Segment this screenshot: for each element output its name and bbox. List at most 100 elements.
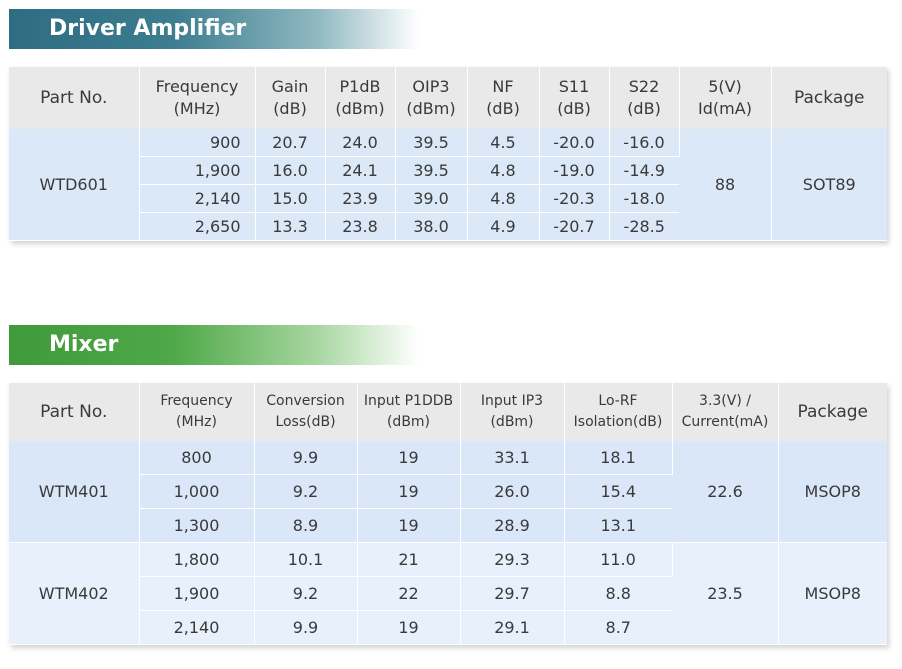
isolation-cell: 13.1 bbox=[564, 508, 672, 543]
frequency-cell: 900 bbox=[139, 129, 256, 157]
conversion-loss-cell: 10.1 bbox=[254, 542, 358, 577]
gain-cell: 15.0 bbox=[255, 184, 326, 213]
s22-cell: -18.0 bbox=[609, 184, 679, 213]
driver-amplifier-title: Driver Amplifier bbox=[9, 9, 419, 49]
frequency-cell: 1,800 bbox=[139, 542, 255, 577]
current-cell: 22.6 bbox=[672, 441, 779, 543]
input-ip3-cell: 33.1 bbox=[460, 441, 565, 475]
header-voltage-current: 3.3(V) / Current(mA) bbox=[672, 383, 779, 441]
mixer-table: Part No. Frequency (MHz) Conversion Loss(d… bbox=[9, 383, 887, 645]
input-p1ddb-cell: 22 bbox=[357, 576, 461, 611]
p1db-cell: 23.9 bbox=[325, 184, 396, 213]
s11-cell: -19.0 bbox=[539, 156, 610, 185]
table-row: WTM401 800 9.9 19 33.1 18.1 22.6 MSOP8 bbox=[9, 441, 887, 543]
isolation-cell: 8.8 bbox=[564, 576, 672, 611]
input-p1ddb-cell: 21 bbox=[357, 542, 461, 577]
input-ip3-cell: 29.7 bbox=[460, 576, 565, 611]
input-p1ddb-cell: 19 bbox=[357, 441, 461, 475]
gain-cell: 13.3 bbox=[255, 212, 326, 241]
conversion-loss-cell: 8.9 bbox=[254, 508, 358, 543]
header-lo-rf-isolation: Lo-RF Isolation(dB) bbox=[564, 383, 673, 441]
part-number-cell: WTD601 bbox=[9, 129, 140, 241]
header-gain: Gain (dB) bbox=[255, 67, 326, 129]
nf-cell: 4.8 bbox=[467, 156, 540, 185]
p1db-cell: 24.0 bbox=[325, 129, 396, 157]
current-cell: 23.5 bbox=[672, 542, 779, 645]
header-frequency: Frequency (MHz) bbox=[139, 383, 255, 441]
s11-cell: -20.3 bbox=[539, 184, 610, 213]
input-ip3-cell: 26.0 bbox=[460, 474, 565, 509]
isolation-cell: 15.4 bbox=[564, 474, 672, 509]
table-row: 1,300 8.9 19 28.9 13.1 bbox=[9, 508, 887, 543]
table-row: 2,140 9.9 19 29.1 8.7 bbox=[9, 610, 887, 645]
frequency-cell: 800 bbox=[139, 441, 255, 475]
input-p1ddb-cell: 19 bbox=[357, 508, 461, 543]
oip3-cell: 38.0 bbox=[395, 212, 468, 241]
nf-cell: 4.5 bbox=[467, 129, 540, 157]
table-row: 1,900 16.0 24.1 39.5 4.8 -19.0 -14.9 bbox=[9, 156, 887, 185]
package-cell: MSOP8 bbox=[778, 542, 887, 645]
table-row: WTD601 900 20.7 24.0 39.5 4.5 -20.0 -16.… bbox=[9, 129, 887, 241]
frequency-cell: 2,140 bbox=[139, 610, 255, 645]
header-part-no: Part No. bbox=[9, 67, 140, 129]
isolation-cell: 18.1 bbox=[564, 441, 673, 475]
part-number-cell: WTM401 bbox=[9, 441, 140, 543]
gain-cell: 20.7 bbox=[255, 129, 326, 157]
header-s11: S11 (dB) bbox=[539, 67, 610, 129]
header-s22: S22 (dB) bbox=[609, 67, 680, 129]
mixer-header-row: Part No. Frequency (MHz) Conversion Loss(d… bbox=[9, 383, 887, 441]
table-row: 1,900 9.2 22 29.7 8.8 bbox=[9, 576, 887, 611]
frequency-cell: 1,000 bbox=[139, 474, 255, 509]
s11-cell: -20.0 bbox=[539, 129, 610, 157]
table-row: WTM402 1,800 10.1 21 29.3 11.0 23.5 MSOP… bbox=[9, 542, 887, 645]
header-package: Package bbox=[771, 67, 887, 129]
s22-cell: -14.9 bbox=[609, 156, 679, 185]
input-ip3-cell: 29.3 bbox=[460, 542, 565, 577]
header-package: Package bbox=[778, 383, 887, 441]
oip3-cell: 39.5 bbox=[395, 129, 468, 157]
frequency-cell: 1,300 bbox=[139, 508, 255, 543]
header-frequency: Frequency (MHz) bbox=[139, 67, 256, 129]
nf-cell: 4.8 bbox=[467, 184, 540, 213]
table-row: 2,140 15.0 23.9 39.0 4.8 -20.3 -18.0 bbox=[9, 184, 887, 213]
header-input-ip3: Input IP3 (dBm) bbox=[460, 383, 565, 441]
table-row: 2,650 13.3 23.8 38.0 4.9 -20.7 -28.5 bbox=[9, 212, 887, 241]
header-nf: NF (dB) bbox=[467, 67, 540, 129]
isolation-cell: 11.0 bbox=[564, 542, 673, 577]
header-voltage-current: 5(V) Id(mA) bbox=[679, 67, 772, 129]
header-oip3: OIP3 (dBm) bbox=[395, 67, 468, 129]
p1db-cell: 23.8 bbox=[325, 212, 396, 241]
part-number-cell: WTM402 bbox=[9, 542, 140, 645]
input-p1ddb-cell: 19 bbox=[357, 474, 461, 509]
header-conversion-loss: Conversion Loss(dB) bbox=[254, 383, 358, 441]
s22-cell: -16.0 bbox=[609, 129, 680, 157]
current-cell: 88 bbox=[679, 129, 772, 241]
package-cell: SOT89 bbox=[771, 129, 887, 241]
frequency-cell: 1,900 bbox=[139, 156, 256, 185]
frequency-cell: 2,650 bbox=[139, 212, 256, 241]
s11-cell: -20.7 bbox=[539, 212, 610, 241]
conversion-loss-cell: 9.2 bbox=[254, 474, 358, 509]
package-cell: MSOP8 bbox=[778, 441, 887, 543]
isolation-cell: 8.7 bbox=[564, 610, 672, 645]
table-row: 1,000 9.2 19 26.0 15.4 bbox=[9, 474, 887, 509]
frequency-cell: 2,140 bbox=[139, 184, 256, 213]
header-part-no: Part No. bbox=[9, 383, 140, 441]
input-p1ddb-cell: 19 bbox=[357, 610, 461, 645]
oip3-cell: 39.5 bbox=[395, 156, 468, 185]
header-p1db: P1dB (dBm) bbox=[325, 67, 396, 129]
driver-amplifier-table: Part No. Frequency (MHz) Gain (dB) P1dB (dB… bbox=[9, 67, 887, 241]
frequency-cell: 1,900 bbox=[139, 576, 255, 611]
oip3-cell: 39.0 bbox=[395, 184, 468, 213]
input-ip3-cell: 29.1 bbox=[460, 610, 565, 645]
mixer-title: Mixer bbox=[9, 325, 419, 365]
driver-header-row: Part No. Frequency (MHz) Gain (dB) P1dB (dB… bbox=[9, 67, 887, 129]
conversion-loss-cell: 9.9 bbox=[254, 610, 358, 645]
conversion-loss-cell: 9.2 bbox=[254, 576, 358, 611]
nf-cell: 4.9 bbox=[467, 212, 540, 241]
s22-cell: -28.5 bbox=[609, 212, 679, 241]
input-ip3-cell: 28.9 bbox=[460, 508, 565, 543]
gain-cell: 16.0 bbox=[255, 156, 326, 185]
header-input-p1ddb: Input P1DDB (dBm) bbox=[357, 383, 461, 441]
p1db-cell: 24.1 bbox=[325, 156, 396, 185]
